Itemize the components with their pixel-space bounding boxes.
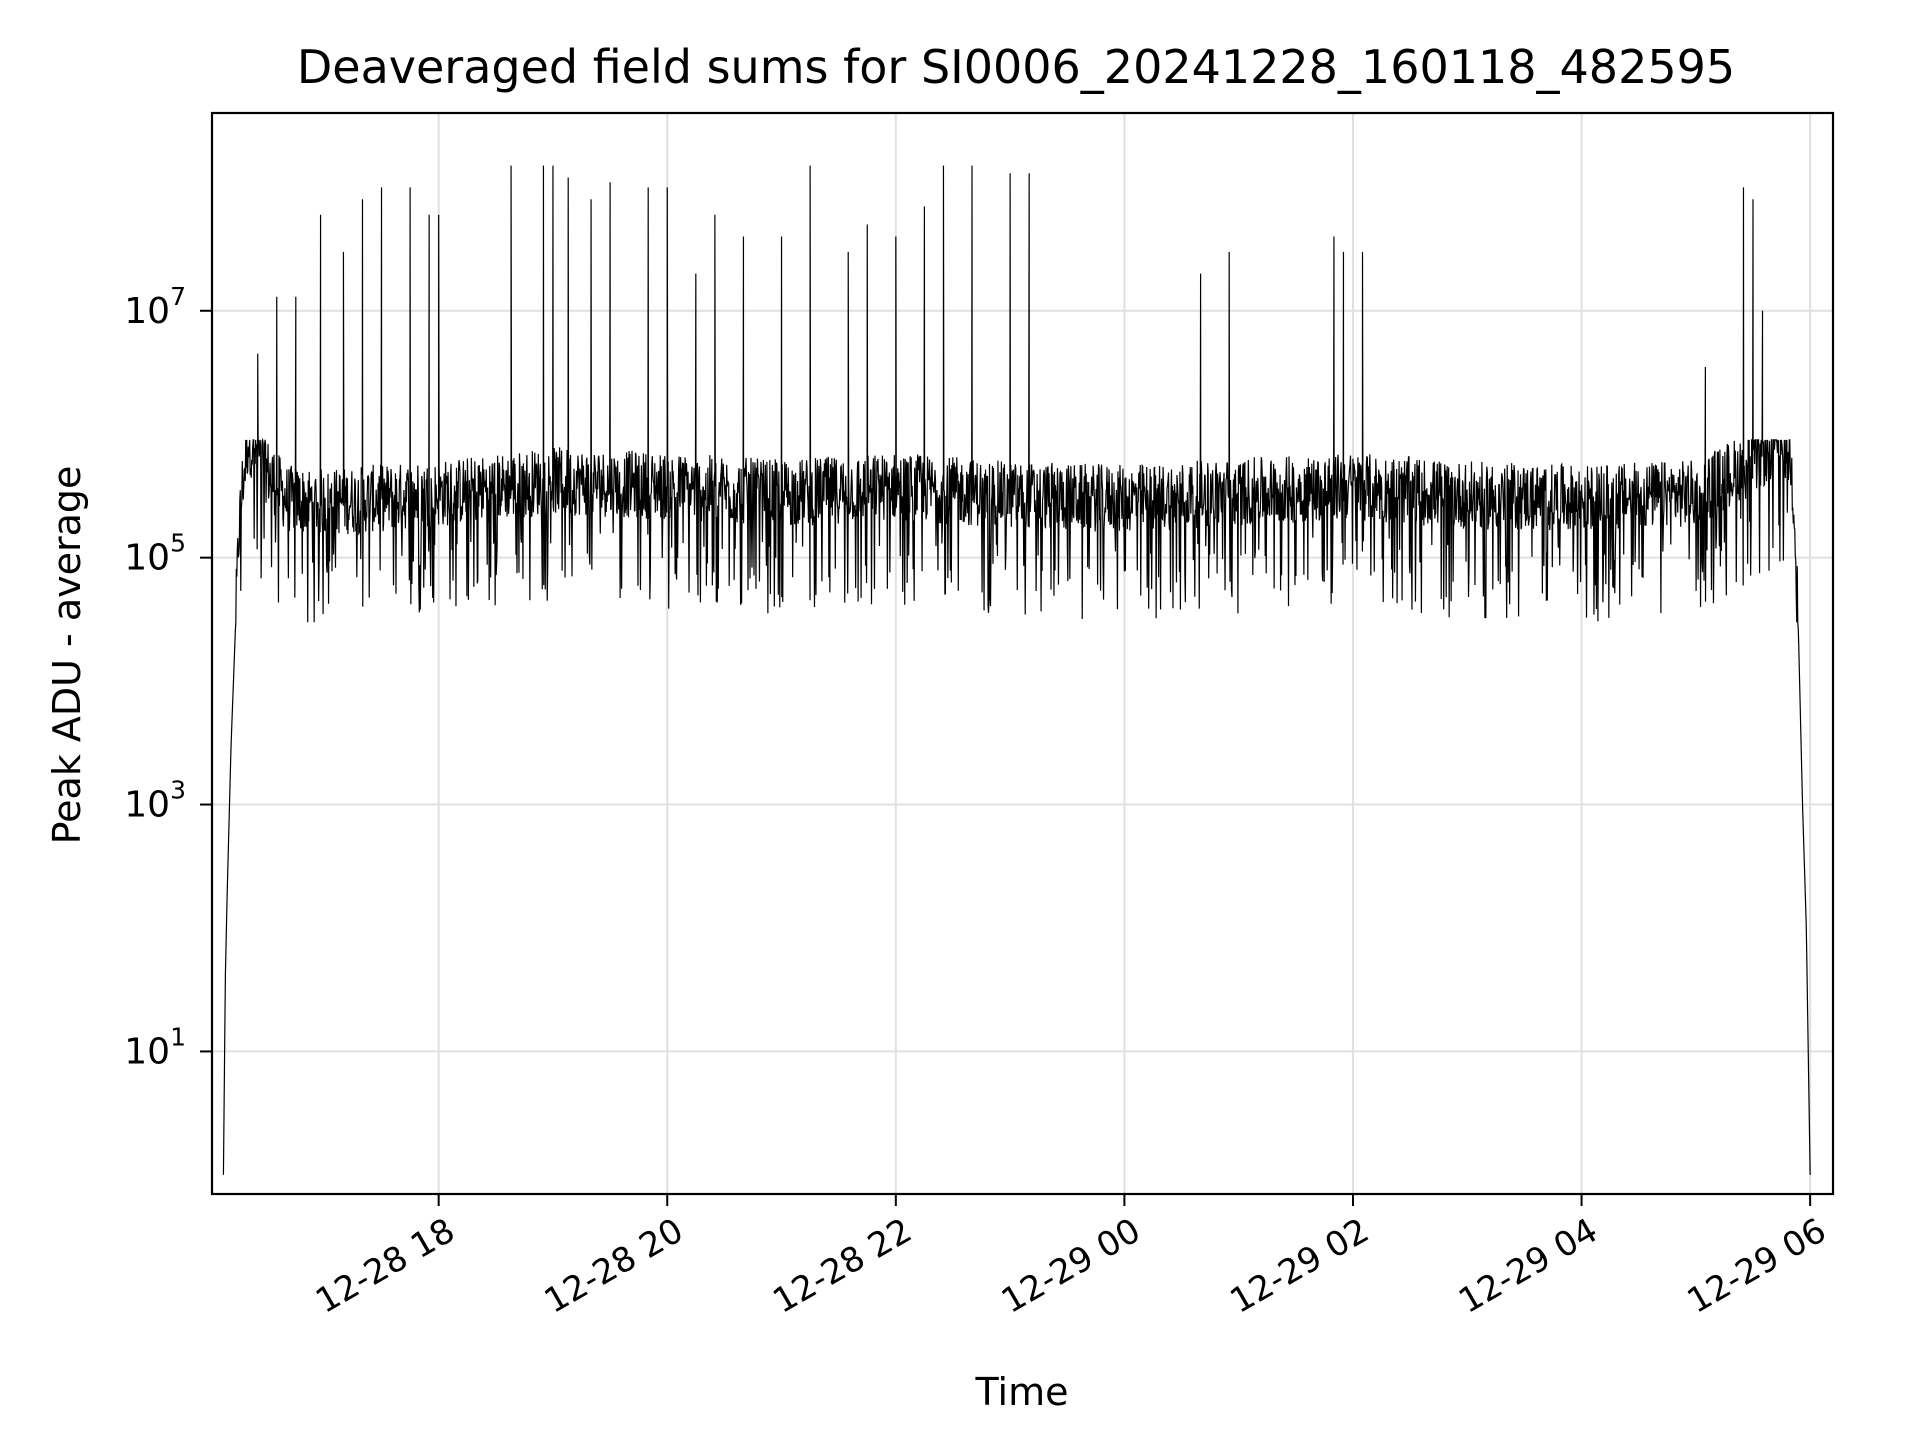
x-axis: 12-28 18 12-28 20 12-28 22 12-29 00 12-29 02… (309, 1194, 1833, 1322)
x-tick-label: 12-29 00 (995, 1211, 1147, 1322)
axes-frame (210, 111, 1835, 1196)
grid (212, 113, 1833, 1194)
y-axis-label: Peak ADU - average (45, 466, 89, 845)
x-tick-label: 12-29 04 (1452, 1211, 1604, 1322)
x-tick-label: 12-29 02 (1223, 1211, 1375, 1322)
y-tick-label: 101 (124, 1022, 186, 1072)
x-tick-label: 12-28 22 (766, 1211, 918, 1322)
y-tick-label: 107 (124, 282, 186, 332)
x-axis-label: Time (975, 1370, 1069, 1414)
chart-title: Deaveraged field sums for SI0006_2024122… (297, 40, 1735, 94)
x-tick-label: 12-28 18 (309, 1211, 461, 1322)
x-tick-label: 12-28 20 (538, 1211, 690, 1322)
y-tick-label: 105 (124, 529, 186, 579)
x-tick-label: 12-29 06 (1681, 1211, 1833, 1322)
y-tick-label: 103 (124, 776, 186, 826)
plot-area (222, 165, 1811, 1175)
y-axis: 101 103 105 107 (124, 282, 212, 1072)
series-line (222, 165, 1811, 1175)
